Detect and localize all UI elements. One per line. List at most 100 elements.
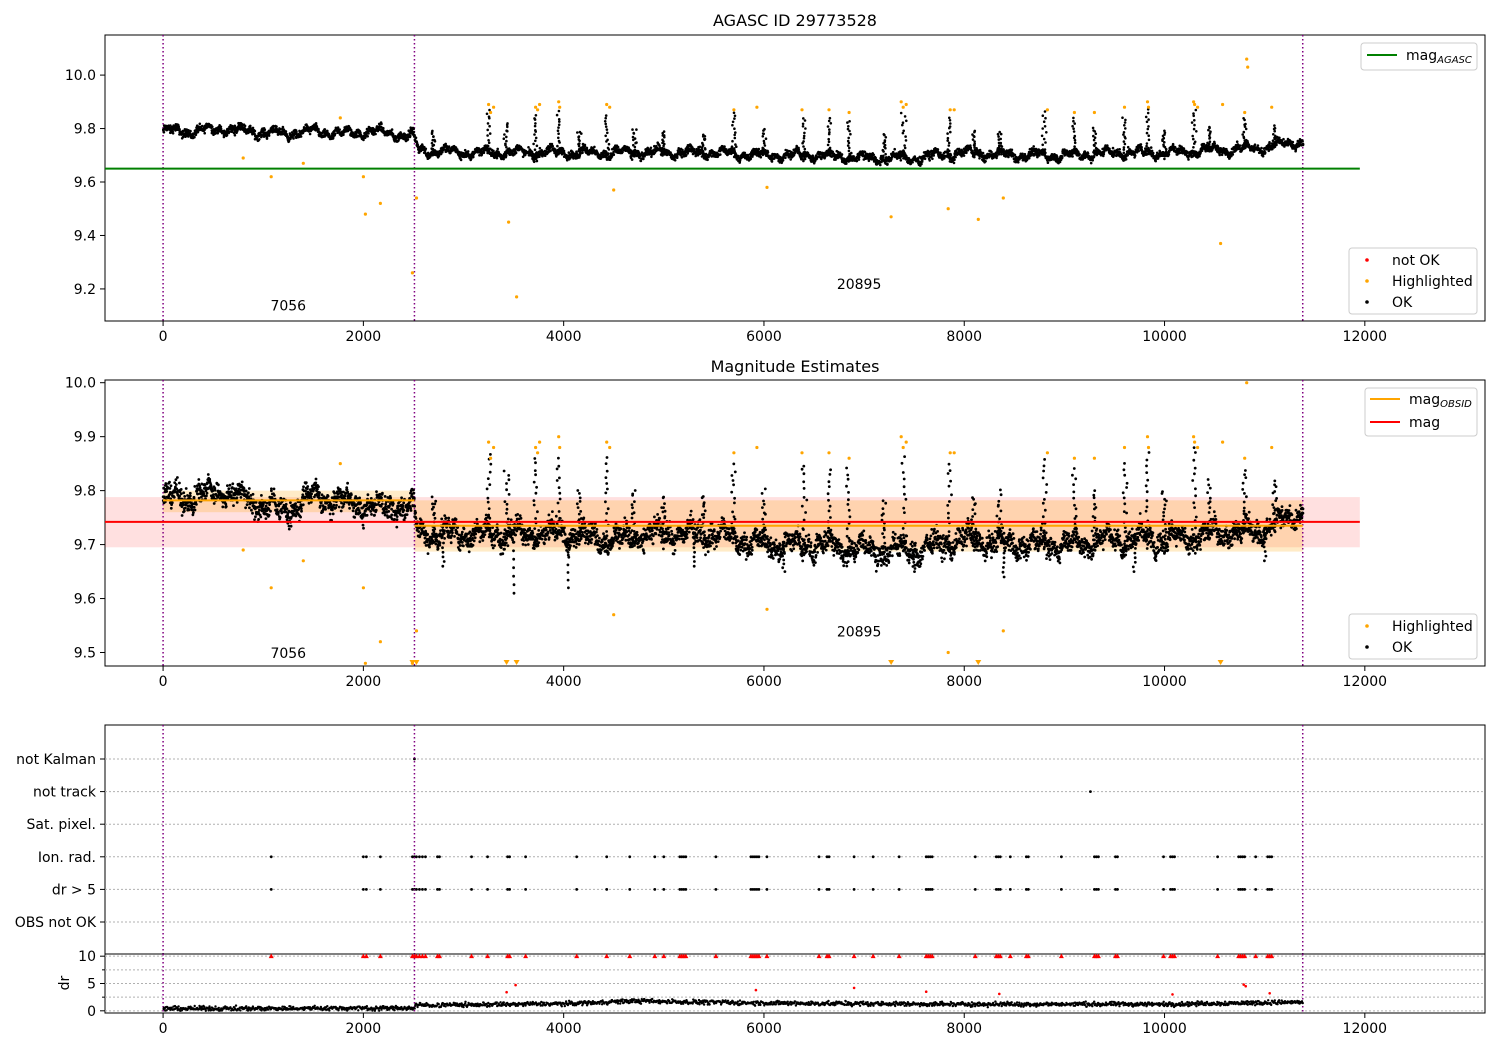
ok-point (802, 136, 806, 140)
ok-point (978, 148, 982, 152)
ok-point (1146, 111, 1150, 115)
ok-point (829, 122, 833, 125)
ok-point (463, 148, 467, 152)
ok-point (243, 124, 247, 128)
ok-point (802, 140, 805, 143)
y-tick-label: 9.4 (74, 228, 96, 244)
ok-point (946, 139, 949, 142)
ok-point (577, 135, 581, 138)
ok-point (632, 143, 635, 147)
ok-point (1072, 116, 1075, 120)
ok-point (284, 130, 288, 133)
ok-point (948, 153, 951, 156)
ok-point (505, 129, 508, 132)
ok-point (581, 151, 584, 155)
ok-point (1190, 121, 1194, 124)
ok-point (1291, 140, 1295, 144)
ok-point (731, 120, 735, 124)
ok-point (219, 127, 223, 131)
ok-point (390, 128, 394, 131)
ok-point (1092, 155, 1096, 159)
ok-point (826, 143, 830, 147)
ok-point (1133, 154, 1137, 157)
ok-point (948, 119, 952, 122)
ok-point (701, 141, 704, 145)
ok-point (562, 149, 566, 153)
ok-point (1244, 139, 1248, 142)
ok-point (981, 151, 985, 155)
ok-point (1238, 144, 1242, 147)
ok-point (996, 132, 1000, 136)
ok-point (846, 139, 850, 143)
ok-point (901, 121, 905, 124)
ok-point (431, 147, 435, 151)
ok-point (883, 139, 887, 142)
ok-point (902, 129, 905, 133)
ok-point (535, 144, 539, 148)
ok-point (413, 134, 416, 137)
ok-point (1073, 147, 1077, 151)
y-tick-label: 9.8 (74, 122, 96, 138)
ok-point (576, 131, 579, 134)
ok-point (830, 151, 833, 155)
ok-point (1164, 150, 1168, 153)
ok-point (1122, 151, 1126, 155)
ok-point (1123, 124, 1126, 127)
ok-point (1094, 141, 1097, 145)
ok-point (939, 151, 942, 155)
ok-point (253, 129, 257, 133)
ok-point (761, 152, 764, 155)
ok-point (444, 142, 448, 146)
ok-point (465, 155, 469, 158)
ok-point (1089, 161, 1093, 165)
ok-point (761, 132, 765, 135)
ok-point (901, 154, 905, 157)
ok-point (848, 152, 851, 156)
ok-point (523, 153, 527, 157)
ok-point (557, 118, 561, 121)
ok-point (326, 129, 329, 133)
ok-point (1147, 147, 1150, 151)
ok-point (1242, 147, 1246, 150)
ok-point (1242, 130, 1246, 134)
ok-point (323, 128, 327, 131)
ok-point (1043, 151, 1046, 154)
ok-point (846, 127, 850, 131)
ok-point (267, 134, 271, 137)
ok-point (555, 113, 559, 117)
ok-point (881, 148, 885, 152)
ok-point (1092, 134, 1095, 138)
ok-point (749, 157, 753, 160)
ok-point (827, 140, 831, 144)
ok-point (1144, 115, 1148, 119)
ok-point (1198, 155, 1201, 158)
ok-point (886, 163, 889, 166)
ok-point (432, 143, 436, 147)
ok-point (336, 126, 340, 129)
ok-point (487, 139, 490, 142)
ok-point (998, 144, 1001, 147)
ok-point (366, 135, 370, 138)
ok-point (1124, 158, 1128, 161)
ok-point (380, 122, 383, 126)
ok-point (847, 155, 851, 158)
ok-point (557, 126, 560, 129)
ok-point (635, 141, 638, 144)
ok-point (920, 162, 923, 166)
ok-point (431, 129, 434, 133)
ok-point (936, 148, 940, 151)
ok-point (406, 138, 410, 141)
ok-point (879, 163, 882, 167)
ok-point (973, 129, 977, 133)
ok-point (292, 137, 295, 140)
ok-point (703, 147, 707, 150)
ok-point (432, 135, 435, 138)
ok-point (203, 131, 206, 135)
ok-point (978, 157, 981, 160)
ok-point (578, 147, 581, 151)
ok-point (533, 124, 537, 128)
ok-point (364, 136, 367, 139)
ok-point (884, 136, 888, 139)
ok-point (650, 155, 653, 159)
ok-point (719, 153, 722, 156)
